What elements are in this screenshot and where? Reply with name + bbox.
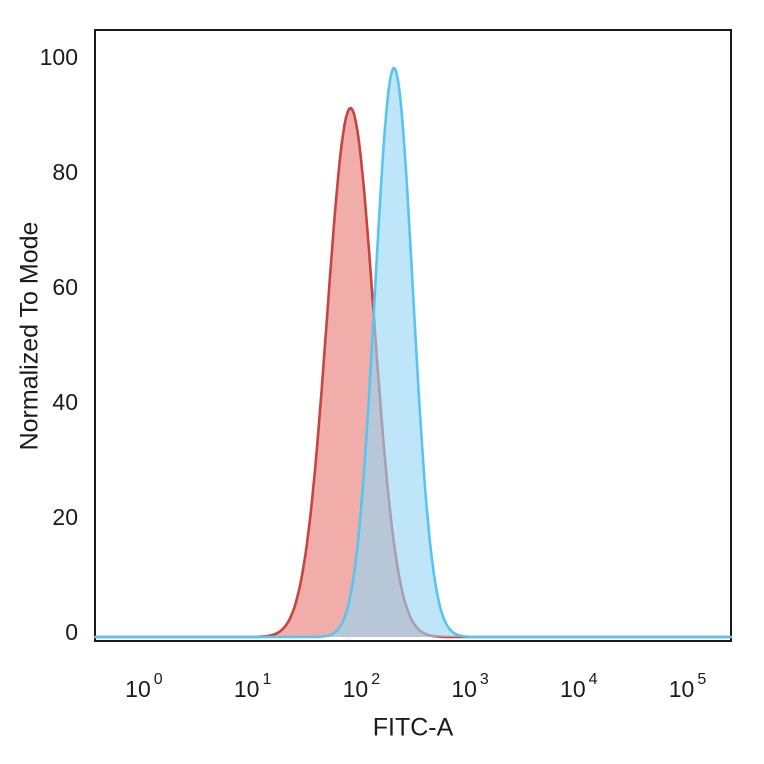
- x-tick-label-1e1: 10 1: [234, 671, 272, 702]
- series-blue-population: [93, 66, 733, 639]
- axis-frame: [94, 29, 732, 642]
- y-tick-label-20: 20: [52, 504, 78, 530]
- x-tick-label-1e3: 10 3: [451, 671, 489, 702]
- x-tick-label-1e0: 10 0: [125, 671, 163, 702]
- x-tick-label-1e5: 10 5: [669, 671, 707, 702]
- y-tick-label-40: 40: [52, 389, 78, 415]
- y-tick-label-100: 100: [40, 44, 78, 70]
- y-tick-label-80: 80: [52, 159, 78, 185]
- x-tick-label-1e2: 10 2: [343, 671, 381, 702]
- x-tick-label-1e4: 10 4: [560, 671, 598, 702]
- y-tick-label-0: 0: [65, 619, 78, 645]
- x-axis-title: FITC-A: [372, 713, 454, 742]
- y-tick-label-60: 60: [52, 274, 78, 300]
